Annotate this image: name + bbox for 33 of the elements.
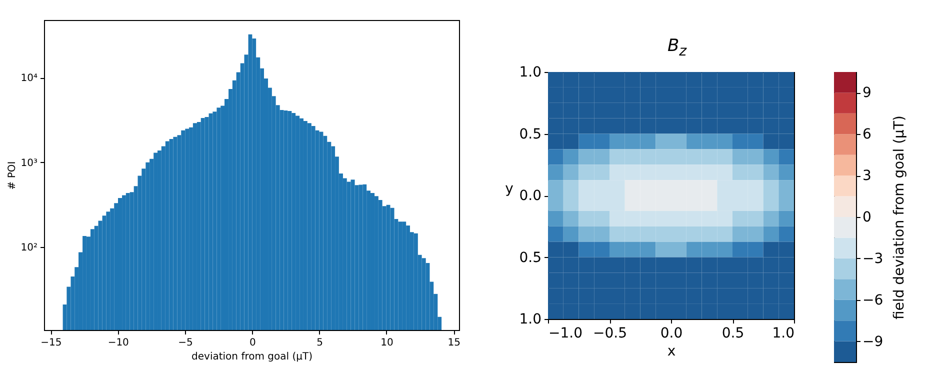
x-tick-label: −0.5 — [593, 326, 627, 342]
y-tick-label: 10⁴ — [20, 73, 38, 84]
y-tick-label: 0.5 — [519, 126, 542, 142]
color-bar-title: field deviation from goal (μT) — [892, 116, 908, 320]
y-axis-title: # POI — [6, 161, 18, 190]
x-tick-label: −1.0 — [548, 326, 582, 342]
x-tick-label: −5 — [178, 338, 193, 348]
y-tick-label: 10³ — [20, 158, 38, 169]
x-tick-label: 0.5 — [722, 326, 744, 342]
x-axis-title: deviation from goal (μT) — [192, 352, 313, 362]
y-axis-title: y — [505, 181, 514, 197]
color-bar-label: −6 — [862, 292, 884, 308]
x-tick-label: 0 — [249, 338, 256, 348]
y-tick-label: 10² — [20, 242, 38, 254]
color-bar-label: 3 — [862, 168, 872, 184]
color-bar-label: 6 — [862, 126, 872, 143]
x-tick-label: −10 — [108, 338, 129, 348]
color-bar-label: 0 — [862, 210, 872, 226]
color-bar-label: −9 — [862, 334, 884, 350]
x-tick-label: 1.0 — [772, 326, 794, 342]
chart-title: B$_{z}$ — [666, 36, 688, 60]
y-tick-label: 0.5 — [519, 250, 542, 266]
y-tick-label: 1.0 — [519, 312, 542, 328]
y-tick-label: 1.0 — [519, 64, 542, 80]
x-tick-label: 5 — [316, 338, 324, 348]
x-tick-label: 0.0 — [660, 326, 683, 342]
x-axis-title: x — [667, 344, 676, 360]
x-tick-label: 15 — [448, 338, 460, 348]
color-bar-label: 9 — [862, 85, 872, 102]
color-bar-label: −3 — [862, 250, 884, 267]
y-tick-label: 0.0 — [519, 188, 542, 204]
x-tick-label: 10 — [380, 338, 394, 348]
x-tick-label: −15 — [40, 338, 62, 348]
